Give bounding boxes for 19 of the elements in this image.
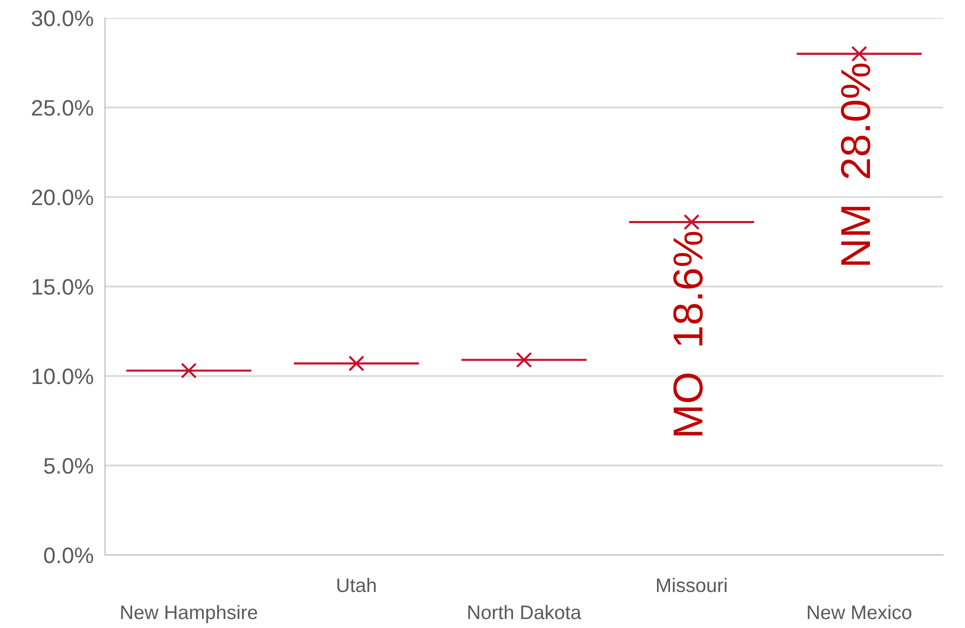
- y-tick-label: 30.0%: [32, 10, 94, 26]
- y-tick-label: 20.0%: [32, 190, 94, 206]
- y-tick-label: 15.0%: [32, 279, 94, 295]
- x-tick-label: New Mexico: [808, 604, 912, 620]
- y-tick-label: 0.0%: [44, 548, 94, 564]
- y-tick-label: 10.0%: [32, 368, 94, 384]
- point: [684, 214, 700, 230]
- y-tick-label: 5.0%: [44, 458, 94, 474]
- annotation: NM 28.0%: [840, 64, 870, 265]
- point: [516, 352, 532, 368]
- x-tick-label: North Dakota: [468, 604, 582, 620]
- x-tick-label: Missouri: [657, 578, 726, 592]
- point: [180, 362, 197, 379]
- y-tick-label: 25.0%: [32, 100, 94, 116]
- annotation: MO 18.6%: [673, 232, 703, 436]
- x-tick-label: Utah: [337, 578, 376, 592]
- point: [348, 355, 364, 372]
- point: [851, 46, 868, 62]
- x-tick-label: New Hamphsire: [121, 604, 258, 624]
